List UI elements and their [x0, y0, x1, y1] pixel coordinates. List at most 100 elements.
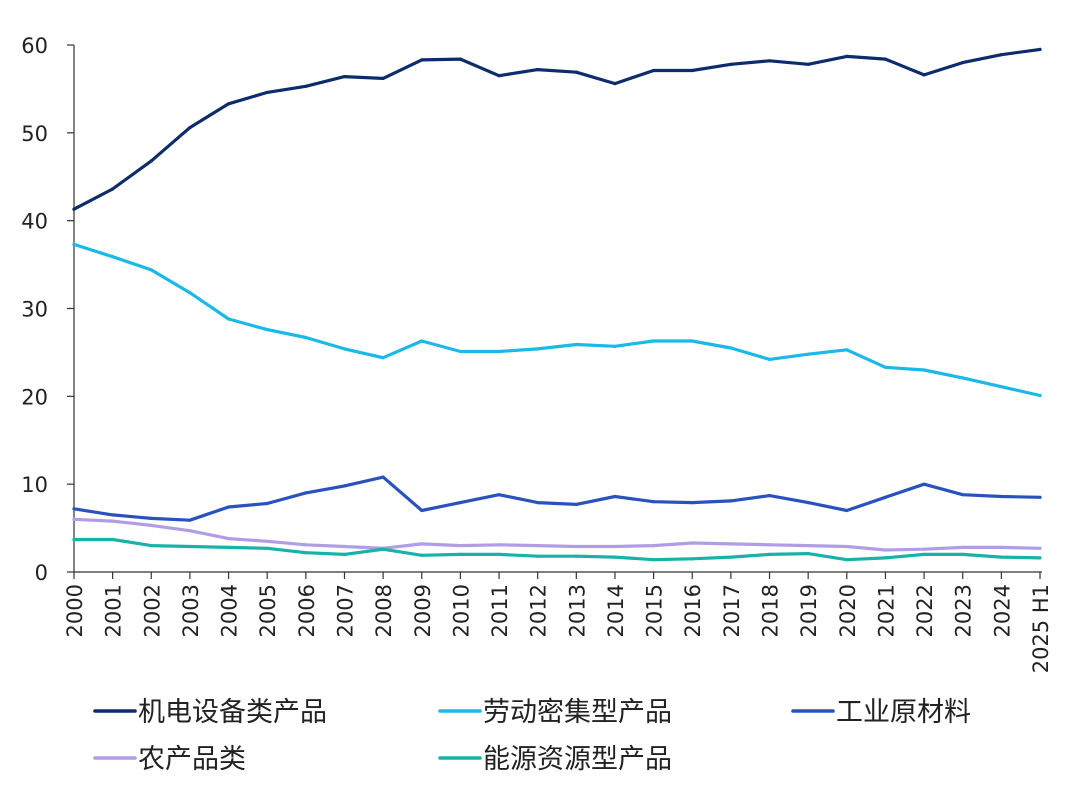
y-tick-label: 60 [21, 34, 48, 58]
data-point [767, 59, 772, 63]
legend-label: 能源资源型产品 [483, 744, 672, 775]
data-point [72, 537, 76, 542]
data-point [613, 555, 617, 559]
x-tick-label: 2009 [411, 584, 435, 637]
data-point [883, 365, 888, 369]
data-point [767, 357, 772, 361]
data-point [922, 552, 926, 557]
x-tick-label: 2012 [527, 584, 551, 637]
data-point [729, 62, 733, 66]
data-point [961, 61, 965, 65]
data-point [149, 268, 153, 272]
y-tick-label: 50 [21, 122, 48, 146]
data-point [304, 551, 308, 555]
series-line-2 [72, 475, 1042, 522]
data-point [652, 544, 656, 548]
data-point [845, 54, 849, 59]
data-point [536, 544, 540, 548]
data-point [420, 508, 424, 513]
legend-item: 工业原材料 [791, 697, 971, 728]
data-point [265, 328, 269, 332]
data-point [652, 500, 656, 504]
data-point [652, 558, 656, 562]
data-point [342, 552, 347, 557]
data-point [227, 505, 231, 509]
data-point [304, 335, 308, 340]
data-point [1038, 546, 1042, 550]
legend-label: 机电设备类产品 [138, 697, 327, 728]
data-point [883, 556, 888, 560]
x-tick-label: 2001 [102, 584, 126, 637]
data-point [111, 513, 115, 517]
data-point [304, 84, 308, 88]
x-tick-label: 2008 [372, 584, 396, 637]
x-tick-label: 2017 [720, 584, 744, 637]
data-point [729, 542, 733, 546]
x-tick-label: 2004 [218, 584, 242, 637]
x-tick-label: 2020 [836, 584, 860, 637]
data-point [149, 159, 153, 163]
axes: 0 10 20 30 40 50 60 2000 2001 2002 2003 2004 2005 200… [21, 34, 1053, 673]
data-point [72, 517, 76, 521]
data-point [999, 545, 1004, 550]
data-point [999, 385, 1004, 389]
data-point [536, 347, 540, 351]
data-point [458, 544, 462, 548]
data-point [767, 543, 772, 547]
legend-item: 农产品类 [93, 744, 246, 775]
data-point [265, 546, 269, 550]
data-point [381, 475, 385, 479]
data-point [1038, 495, 1042, 499]
data-point [188, 529, 192, 533]
x-tick-label: 2005 [256, 584, 280, 637]
data-point [767, 552, 772, 557]
x-tick-label: 2010 [449, 584, 473, 637]
data-point [188, 291, 192, 295]
data-point [458, 349, 462, 354]
data-point [420, 542, 424, 546]
data-point [1038, 556, 1042, 560]
data-point [652, 68, 656, 73]
data-point [806, 552, 810, 556]
data-point [613, 494, 617, 499]
data-point [111, 537, 115, 542]
data-point [613, 544, 617, 549]
data-point [690, 68, 694, 73]
data-point [574, 502, 578, 506]
x-tick-label: 2024 [990, 584, 1014, 637]
data-point [420, 553, 424, 557]
series-line-4 [72, 537, 1042, 562]
data-point [342, 75, 347, 79]
series-lines [72, 47, 1042, 562]
data-point [690, 501, 694, 505]
x-tick-label: 2016 [681, 584, 705, 637]
x-tick-label: 2011 [488, 584, 512, 637]
data-point [381, 356, 385, 360]
data-point [536, 501, 540, 505]
x-tick-label: 2023 [952, 584, 976, 637]
data-point [690, 557, 694, 561]
data-point [420, 58, 424, 62]
x-tick-label: 2000 [63, 584, 87, 637]
x-tick-label: 2018 [759, 584, 783, 637]
data-point [922, 368, 926, 372]
series-line-0 [72, 47, 1042, 211]
data-point [999, 555, 1004, 559]
data-point [72, 507, 76, 511]
data-point [652, 339, 656, 343]
data-point [806, 544, 810, 548]
data-point [729, 499, 733, 503]
legend-label: 农产品类 [138, 744, 246, 775]
data-point [922, 547, 926, 551]
data-point [342, 484, 347, 488]
data-point [188, 518, 192, 522]
data-point [767, 494, 772, 498]
data-point [265, 501, 269, 506]
data-point [845, 544, 849, 549]
x-tick-label: 2019 [797, 584, 821, 637]
data-point [227, 102, 231, 106]
data-point [613, 344, 617, 348]
legend-item: 能源资源型产品 [438, 744, 672, 775]
